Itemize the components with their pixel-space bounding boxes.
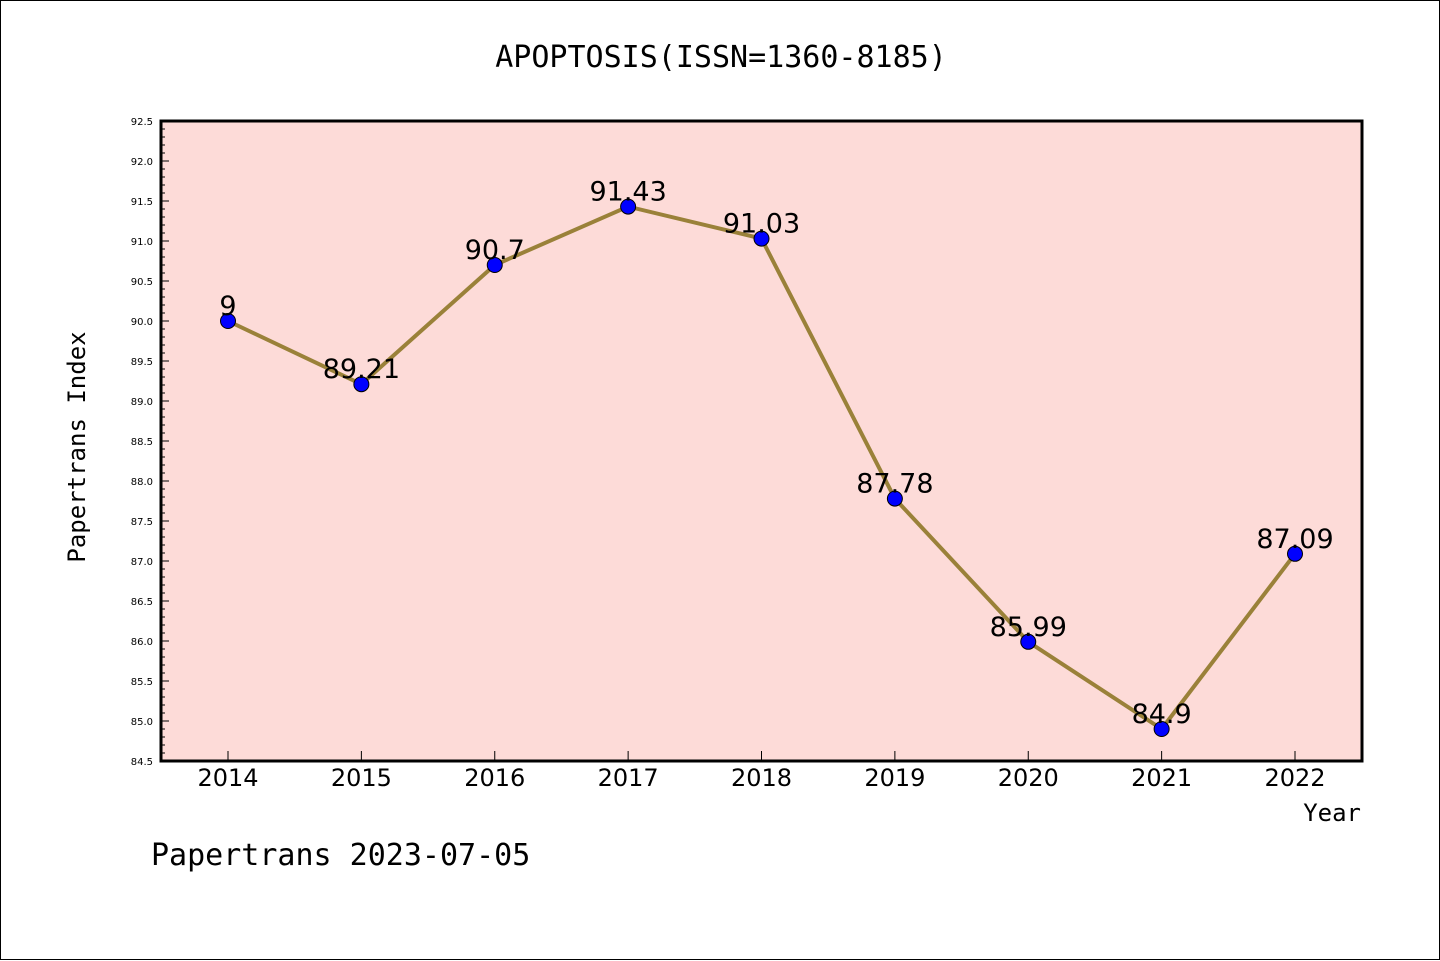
data-labels: 9 89.21 90.7 91.43 91.03 87.78 85.99 84.9 87.09 xyxy=(219,177,1333,730)
y-tick-label: 86.0 xyxy=(131,637,153,648)
y-tick-label: 85.5 xyxy=(131,677,153,688)
x-axis: 2014 2015 2016 2017 2018 2019 2020 2021 2022 xyxy=(197,751,1326,792)
y-tick-label: 84.5 xyxy=(131,757,153,768)
data-point xyxy=(886,490,903,507)
data-label: 87.78 xyxy=(856,469,933,500)
x-axis-label: Year xyxy=(1303,799,1361,827)
x-tick-label: 2021 xyxy=(1131,764,1192,792)
data-label: 9 xyxy=(219,291,236,322)
data-label: 90.7 xyxy=(465,235,525,266)
y-tick-label: 88.0 xyxy=(131,477,153,488)
data-point xyxy=(353,376,370,393)
y-tick-label: 87.0 xyxy=(131,557,153,568)
x-tick-label: 2016 xyxy=(464,764,525,792)
y-axis: 84.5 85.0 85.5 86.0 86.5 87.0 87.5 88.0 88.5 89.0… xyxy=(131,117,169,768)
y-tick-label: 91.0 xyxy=(131,237,153,248)
y-tick-label: 86.5 xyxy=(131,597,153,608)
data-point xyxy=(1020,633,1037,650)
y-tick-label: 90.5 xyxy=(131,277,153,288)
data-point xyxy=(1153,721,1170,737)
x-tick-label: 2022 xyxy=(1264,764,1325,792)
y-tick-label: 88.5 xyxy=(131,437,153,448)
y-tick-label: 89.0 xyxy=(131,397,153,408)
x-tick-label: 2014 xyxy=(197,764,258,792)
y-tick-label: 92.5 xyxy=(131,117,153,128)
data-label: 91.03 xyxy=(723,209,800,240)
data-point xyxy=(486,257,503,273)
data-point xyxy=(620,198,637,215)
footer-text: Papertrans 2023-07-05 xyxy=(151,838,530,873)
plot-area xyxy=(159,119,1364,763)
x-tick-label: 2015 xyxy=(331,764,392,792)
x-tick-label: 2018 xyxy=(731,764,792,792)
y-tick-label: 90.0 xyxy=(131,317,153,328)
data-point xyxy=(753,230,770,247)
y-tick-label: 92.0 xyxy=(131,157,153,168)
x-tick-label: 2019 xyxy=(864,764,925,792)
y-tick-label: 91.5 xyxy=(131,197,153,208)
data-label: 85.99 xyxy=(990,612,1067,643)
x-tick-label: 2020 xyxy=(998,764,1059,792)
data-label: 84.9 xyxy=(1132,699,1192,730)
data-label: 87.09 xyxy=(1256,524,1333,555)
data-label: 91.43 xyxy=(589,177,666,208)
y-tick-label: 89.5 xyxy=(131,357,153,368)
series-line xyxy=(220,198,1303,737)
x-tick-label: 2017 xyxy=(598,764,659,792)
y-tick-label: 85.0 xyxy=(131,717,153,728)
data-point xyxy=(1287,545,1303,562)
data-point xyxy=(220,313,236,329)
chart-title: APOPTOSIS(ISSN=1360-8185) xyxy=(495,40,947,75)
y-tick-label: 87.5 xyxy=(131,517,153,528)
data-label: 89.21 xyxy=(323,354,400,385)
y-axis-label: Papertrans Index xyxy=(63,331,91,562)
